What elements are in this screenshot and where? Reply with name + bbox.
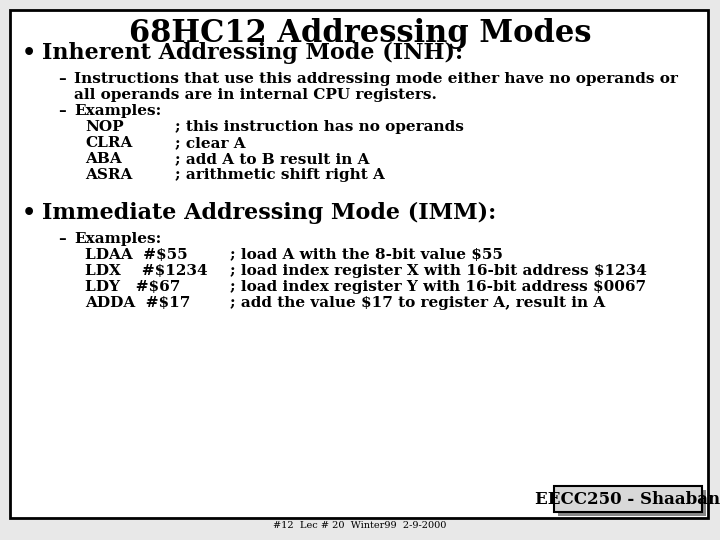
- Text: ABA: ABA: [85, 152, 122, 166]
- Text: –: –: [58, 72, 66, 86]
- Text: –: –: [58, 104, 66, 118]
- Text: ; add A to B result in A: ; add A to B result in A: [175, 152, 369, 166]
- Text: ; load A with the 8-bit value $55: ; load A with the 8-bit value $55: [230, 248, 503, 262]
- Text: EECC250 - Shaaban: EECC250 - Shaaban: [536, 490, 720, 508]
- Text: Immediate Addressing Mode (IMM):: Immediate Addressing Mode (IMM):: [42, 202, 496, 224]
- Text: NOP: NOP: [85, 120, 124, 134]
- Text: ; load index register X with 16-bit address $1234: ; load index register X with 16-bit addr…: [230, 264, 647, 278]
- Text: Inherent Addressing Mode (INH):: Inherent Addressing Mode (INH):: [42, 42, 463, 64]
- Text: LDX    #$1234: LDX #$1234: [85, 264, 207, 278]
- Text: ; load index register Y with 16-bit address $0067: ; load index register Y with 16-bit addr…: [230, 280, 646, 294]
- Text: CLRA: CLRA: [85, 136, 132, 150]
- Text: ; add the value $17 to register A, result in A: ; add the value $17 to register A, resul…: [230, 296, 606, 310]
- FancyBboxPatch shape: [558, 490, 706, 516]
- Text: ASRA: ASRA: [85, 168, 132, 182]
- Text: ; clear A: ; clear A: [175, 136, 246, 150]
- Text: LDAA  #$55: LDAA #$55: [85, 248, 188, 262]
- Text: –: –: [58, 232, 66, 246]
- Text: Instructions that use this addressing mode either have no operands or: Instructions that use this addressing mo…: [74, 72, 678, 86]
- Text: •: •: [22, 202, 36, 224]
- Text: #12  Lec # 20  Winter99  2-9-2000: #12 Lec # 20 Winter99 2-9-2000: [274, 522, 446, 530]
- Text: ; arithmetic shift right A: ; arithmetic shift right A: [175, 168, 385, 182]
- Text: Examples:: Examples:: [74, 104, 161, 118]
- Text: •: •: [22, 42, 36, 64]
- FancyBboxPatch shape: [554, 486, 702, 512]
- Text: LDY   #$67: LDY #$67: [85, 280, 181, 294]
- FancyBboxPatch shape: [10, 10, 708, 518]
- Text: ADDA  #$17: ADDA #$17: [85, 296, 190, 310]
- Text: ; this instruction has no operands: ; this instruction has no operands: [175, 120, 464, 134]
- Text: 68HC12 Addressing Modes: 68HC12 Addressing Modes: [129, 18, 591, 49]
- Text: all operands are in internal CPU registers.: all operands are in internal CPU registe…: [74, 88, 437, 102]
- Text: Examples:: Examples:: [74, 232, 161, 246]
